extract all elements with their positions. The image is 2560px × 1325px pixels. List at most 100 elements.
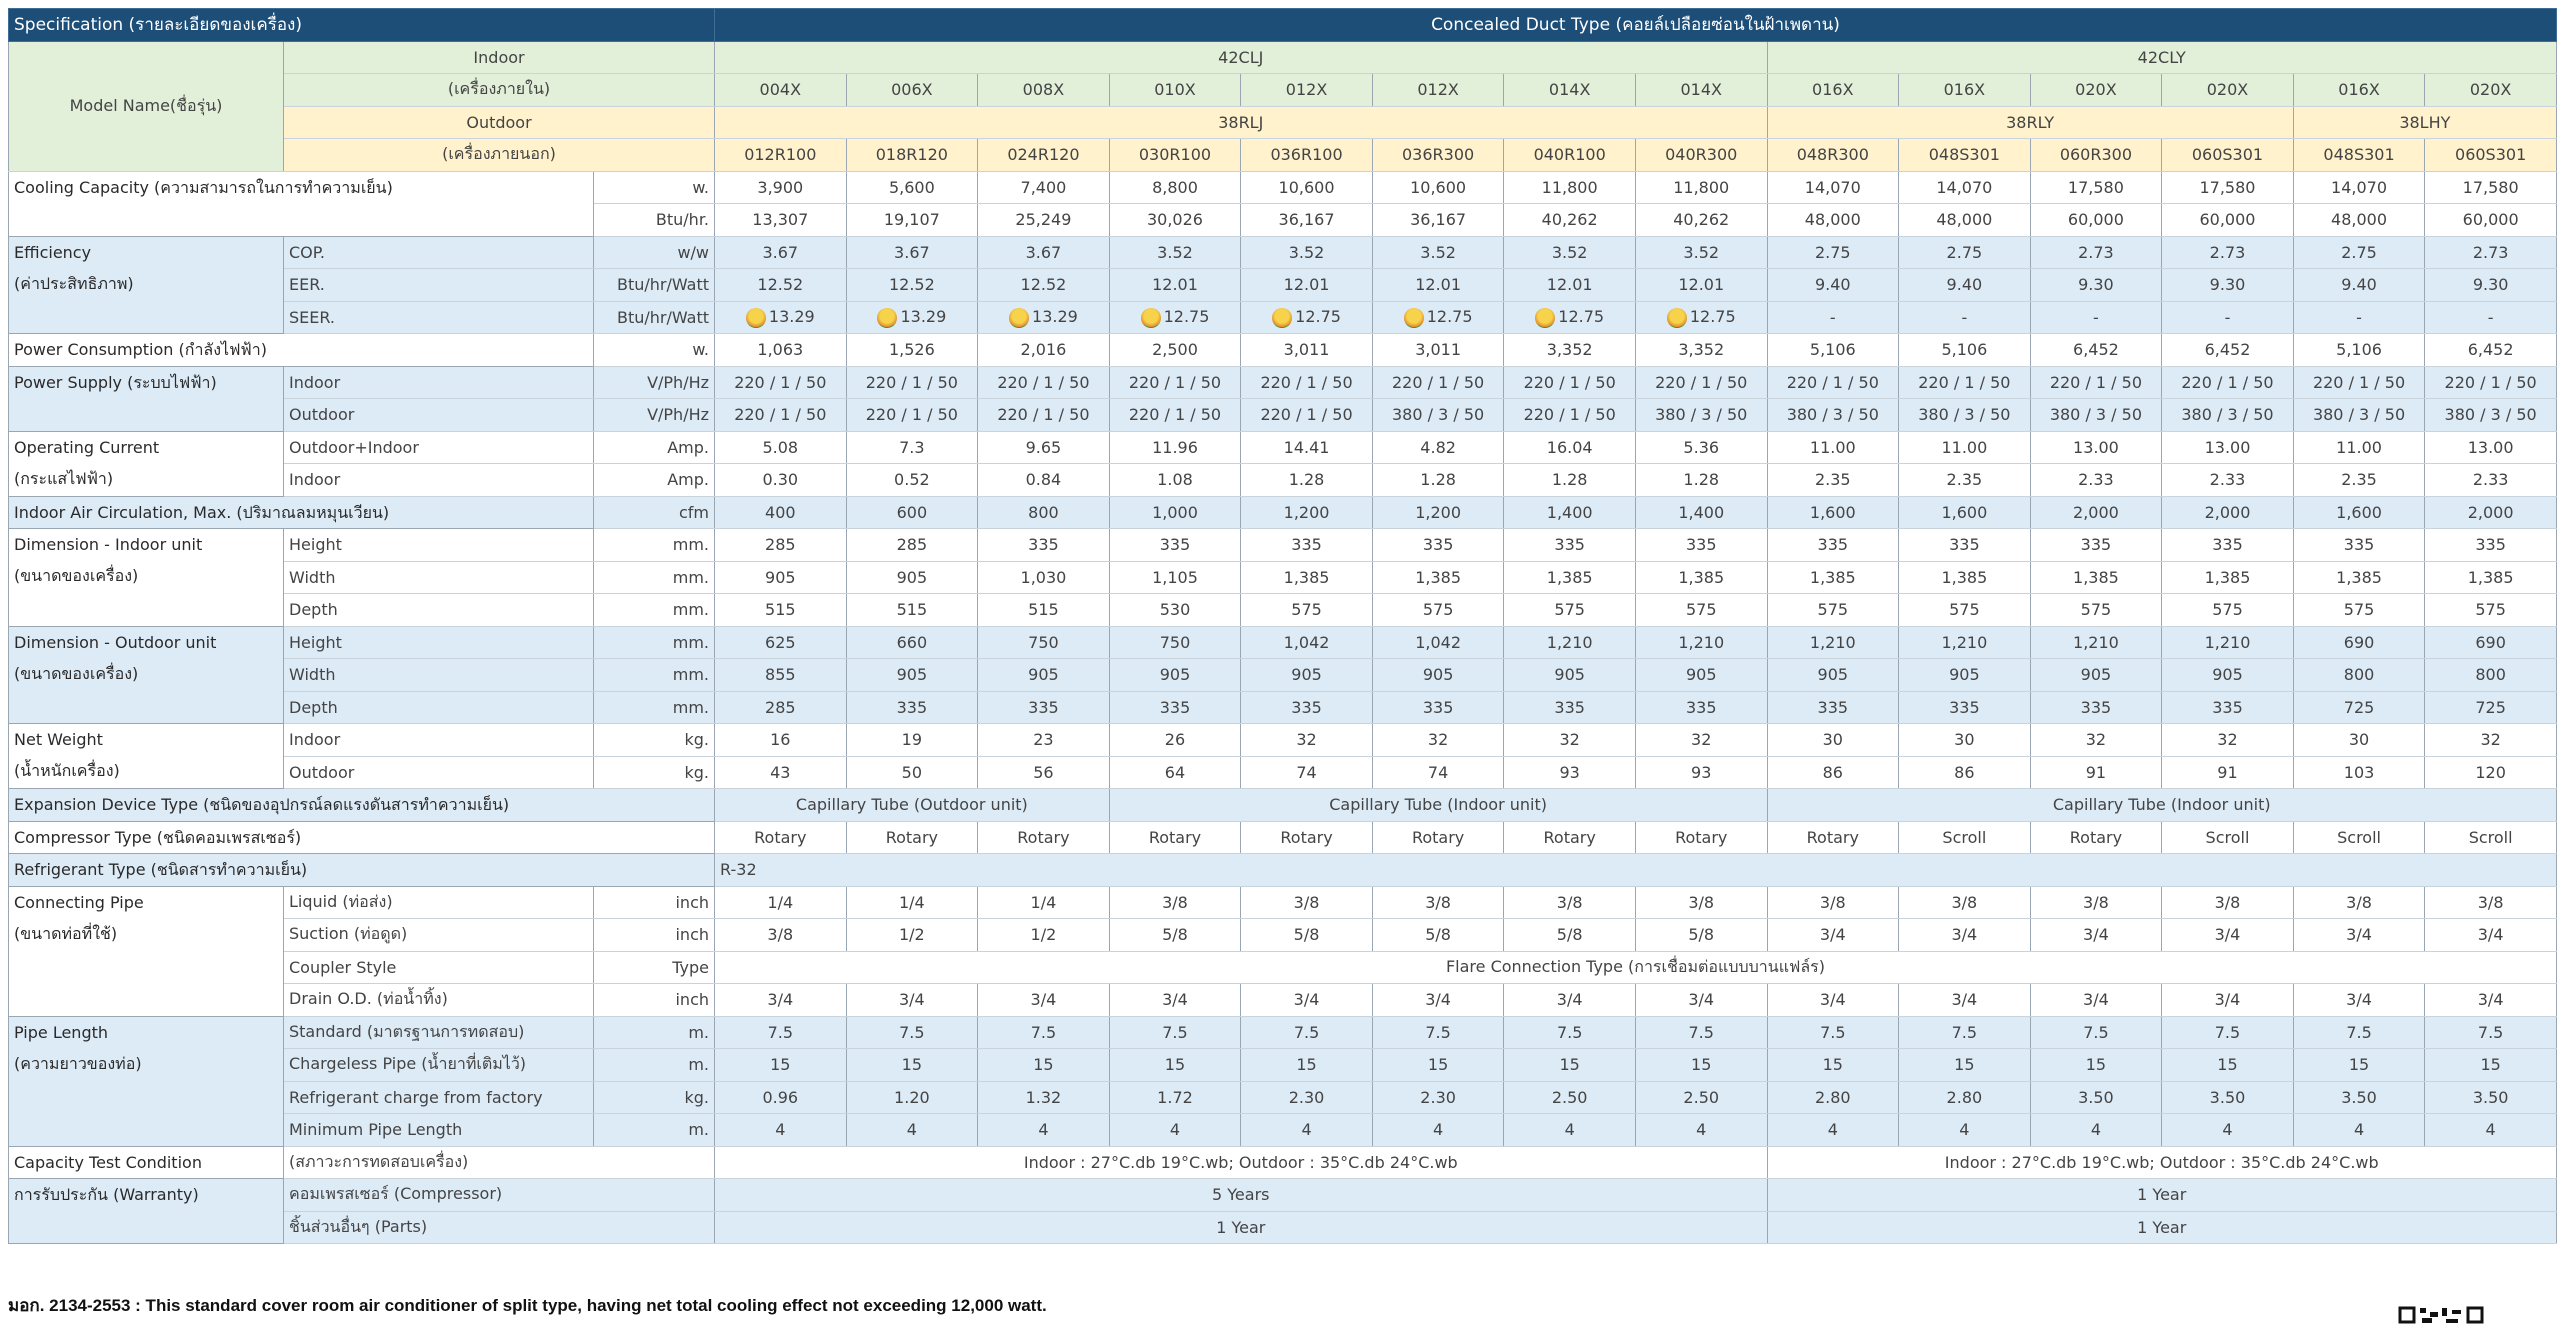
group-label: การรับประกัน (Warranty) [8,1178,284,1244]
value-cell: 380 / 3 / 50 [1371,398,1505,432]
value-cell: 515 [845,593,979,627]
value-cell: 13.00 [2161,430,2294,464]
value-cell: 220 / 1 / 50 [2161,365,2294,399]
table-row: Refrigerant Type (ชนิดสารทำความเย็น) R-32 [7,853,2557,887]
value-cell: Capillary Tube (Outdoor unit) [714,788,1110,822]
value-cell: 3.52 [1371,235,1505,269]
value-cell: 74 [1240,755,1373,789]
value-cell: 15 [1898,1048,2031,1082]
group-label: Dimension - Indoor unit (ขนาดของเครื่อง) [8,528,284,627]
value-cell: 220 / 1 / 50 [714,365,847,399]
value-cell: Rotary [1108,820,1242,854]
value-cell: 690 [2292,625,2426,659]
value-cell: 3/8 [2292,885,2426,919]
value-cell: 2.35 [2292,463,2426,497]
value-cell: 93 [1503,755,1636,789]
value-cell: 335 [1371,528,1505,562]
value-cell: 3,352 [1634,333,1768,367]
value-cell: 3/4 [2029,983,2163,1017]
value-cell: Indoor : 27°C.db 19°C.wb; Outdoor : 35°C… [1766,1145,2557,1179]
value-cell: 1,385 [1503,560,1636,594]
value-cell: 3.52 [1108,235,1242,269]
value-cell: 3/4 [1766,918,1900,952]
value-cell: 2,500 [1108,333,1242,367]
qr-code [2398,1306,2488,1325]
value-cell: 4 [2161,1113,2294,1147]
value-cell: 15 [1766,1048,1900,1082]
spec-table-wrap: Specification (รายละเอียดของเครื่อง) Conc… [7,8,2557,1244]
value-cell: 4 [1766,1113,1900,1147]
value-cell: 285 [845,528,979,562]
indoor-model: 010X [1108,73,1242,107]
group-label-line: Power Supply (ระบบไฟฟ้า) [14,372,217,392]
value-cell: 1,385 [2292,560,2426,594]
group-label-line: Dimension - Outdoor unit [14,632,217,652]
value-cell: 515 [977,593,1110,627]
group-label-line: Capacity Test Condition [14,1152,202,1172]
value-cell: 7,400 [977,170,1110,204]
value-cell: Rotary [1634,820,1768,854]
value-cell: 7.5 [1108,1015,1242,1049]
value-cell: 56 [977,755,1110,789]
value-cell: 9.30 [2161,268,2294,302]
value-cell: 2.35 [1766,463,1900,497]
value-cell: 11.96 [1108,430,1242,464]
value-cell: 23 [977,723,1110,757]
indoor-model: 004X [714,73,847,107]
value-cell: 335 [2161,528,2294,562]
value-cell: 725 [2424,690,2557,724]
value-cell: 660 [845,625,979,659]
value-cell: 4 [1634,1113,1768,1147]
value-cell: 220 / 1 / 50 [1240,398,1373,432]
value-cell: Rotary [1766,820,1900,854]
value-cell: 3.50 [2424,1080,2557,1114]
value-cell: 4 [1503,1113,1636,1147]
value-cell: 1,400 [1634,495,1768,529]
value-cell: 91 [2161,755,2294,789]
value-cell: 285 [714,690,847,724]
value-cell: Scroll [2161,820,2294,854]
group-label: Power Consumption (กำลังไฟฟ้า) [8,333,594,367]
value-cell: 220 / 1 / 50 [1371,365,1505,399]
value-cell: 905 [1634,658,1768,692]
group-label: Compressor Type (ชนิดคอมเพรสเซอร์) [7,820,716,854]
value-cell: 1.28 [1240,463,1373,497]
table-row: Model Name(ชื่อรุ่น) Indoor 42CLJ 42CLY [8,40,2557,172]
row-label: Suction (ท่อดูด) [283,918,594,952]
value-cell: 13.00 [2424,430,2557,464]
value-cell: 335 [1766,690,1900,724]
unit: kg. [592,1080,716,1114]
outdoor-model: 060R300 [2029,138,2163,172]
unit: V/Ph/Hz [592,365,716,399]
seer-icon [1272,307,1293,328]
value-cell: 15 [1503,1048,1636,1082]
group-label-line: (ค่าประสิทธิภาพ) [14,273,134,293]
value-cell: 32 [2161,723,2294,757]
value-cell: 220 / 1 / 50 [1634,365,1768,399]
value-cell: 1,400 [1503,495,1636,529]
value-cell: 3/4 [1108,983,1242,1017]
value-cell: 15 [714,1048,847,1082]
unit: Amp. [592,463,716,497]
value-cell: 7.3 [845,430,979,464]
table-row: Capacity Test Condition (สภาวะการทดสอบเคร… [8,1145,2557,1179]
value-cell: 3.67 [845,235,979,269]
outdoor-label-th: (เครื่องภายนอก) [282,138,716,172]
value-cell: 5,600 [845,170,979,204]
value-cell: 1.28 [1503,463,1636,497]
value-cell: 11.00 [1898,430,2031,464]
value-cell: 1,000 [1108,495,1242,529]
value-cell: 15 [1371,1048,1505,1082]
value-cell: 1,042 [1371,625,1505,659]
unit: mm. [592,625,716,659]
value-cell: 335 [1503,690,1636,724]
value-cell: 220 / 1 / 50 [1766,365,1900,399]
value-cell: 2.50 [1503,1080,1636,1114]
value-cell: 750 [977,625,1110,659]
group-label-line: Expansion Device Type (ชนิดของอุปกรณ์ลดแ… [14,795,510,814]
value-cell: 15 [1108,1048,1242,1082]
value-cell: 3.50 [2161,1080,2294,1114]
value-cell: 1.28 [1634,463,1768,497]
value-cell: 1 Year [714,1210,1768,1244]
value-cell: 10,600 [1371,170,1505,204]
